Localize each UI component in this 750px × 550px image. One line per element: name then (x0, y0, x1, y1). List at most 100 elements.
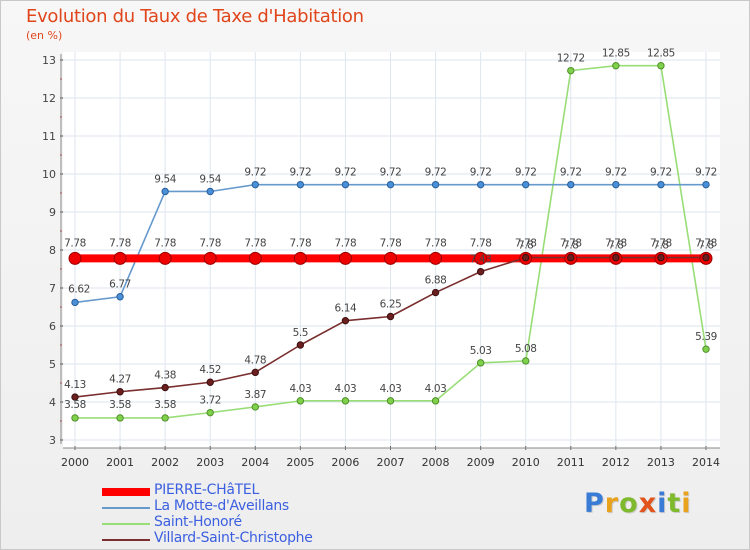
data-label: 9.72 (289, 167, 311, 179)
data-label: 7.78 (335, 237, 357, 249)
data-label: 9.72 (515, 167, 537, 179)
x-tick-label: 2006 (331, 456, 359, 469)
data-point-3 (116, 388, 124, 396)
data-label: 6.62 (68, 283, 90, 295)
y-tick-label: 11 (42, 130, 56, 143)
data-point-0 (474, 251, 488, 265)
data-label: 9.54 (199, 173, 221, 185)
data-label: 12.85 (602, 48, 630, 60)
data-label: 7.78 (199, 237, 221, 249)
data-label: 4.03 (380, 383, 402, 395)
data-point-0 (203, 251, 217, 265)
data-point-1 (116, 293, 124, 301)
data-point-1 (702, 180, 710, 189)
data-point-1 (431, 180, 440, 189)
legend-label: Saint-Honoré (154, 514, 242, 530)
data-point-2 (341, 397, 350, 405)
data-label: 7.8 (698, 240, 714, 252)
data-label: 4.03 (289, 383, 311, 395)
data-label: 9.72 (380, 167, 402, 179)
data-point-2 (116, 414, 124, 422)
data-point-2 (206, 408, 214, 417)
data-label: 7.78 (515, 237, 537, 249)
data-label: 6.77 (109, 279, 131, 291)
y-tick-label: 5 (49, 358, 56, 371)
data-label: 5.5 (293, 327, 309, 339)
data-label: 5.39 (695, 331, 717, 343)
data-point-3 (567, 253, 575, 262)
data-point-1 (476, 180, 485, 189)
data-label: 6.14 (335, 303, 357, 315)
legend-swatch (102, 488, 150, 496)
data-label: 9.72 (650, 167, 672, 179)
data-point-2 (386, 397, 395, 405)
data-point-3 (522, 253, 530, 262)
data-point-0 (68, 251, 82, 265)
legend-label: PIERRE-CHâTEL (154, 482, 259, 498)
y-tick-label: 10 (42, 168, 56, 181)
data-label: 3.72 (199, 395, 221, 407)
chart-title: Evolution du Taux de Taxe d'Habitation (26, 6, 364, 27)
data-point-2 (612, 61, 620, 70)
data-label: 7.78 (650, 237, 672, 249)
data-label: 9.72 (605, 167, 627, 179)
data-point-0 (113, 251, 127, 265)
data-label: 12.85 (647, 48, 675, 60)
proxiti-logo: Proxiti (584, 488, 692, 519)
data-point-2 (161, 414, 169, 422)
data-label: 9.72 (470, 167, 492, 179)
data-point-0 (384, 251, 397, 265)
data-point-1 (657, 180, 665, 189)
data-point-0 (248, 251, 262, 265)
x-tick-label: 2009 (467, 456, 495, 469)
data-point-3 (386, 312, 395, 321)
data-point-2 (702, 345, 710, 353)
data-point-0 (338, 251, 352, 265)
data-label: 7.8 (518, 240, 534, 252)
data-label: 4.13 (64, 379, 86, 391)
x-tick-label: 2011 (557, 456, 585, 469)
data-label: 9.72 (560, 167, 582, 179)
data-point-2 (71, 414, 79, 422)
data-point-2 (567, 66, 575, 75)
y-tick-label: 4 (49, 396, 56, 409)
x-tick-label: 2002 (151, 456, 179, 469)
legend-swatch (102, 539, 150, 541)
data-label: 7.78 (425, 237, 447, 249)
x-tick-label: 2013 (647, 456, 675, 469)
data-label: 7.8 (608, 240, 624, 252)
x-tick-label: 2000 (61, 456, 89, 469)
data-label: 9.72 (244, 167, 266, 179)
data-label: 6.25 (380, 299, 402, 311)
data-point-1 (386, 180, 395, 189)
data-point-1 (206, 187, 214, 196)
data-point-1 (161, 187, 169, 196)
data-label: 9.72 (695, 167, 717, 179)
data-point-2 (522, 357, 530, 365)
x-tick-label: 2008 (422, 456, 450, 469)
x-tick-label: 2003 (196, 456, 224, 469)
data-point-3 (431, 288, 440, 297)
data-point-3 (251, 368, 259, 377)
data-label: 3.58 (109, 399, 131, 411)
x-tick-label: 2004 (241, 456, 269, 469)
data-point-3 (476, 267, 485, 276)
x-tick-label: 2007 (377, 456, 405, 469)
data-label: 7.8 (563, 240, 579, 252)
y-tick-label: 3 (49, 434, 56, 447)
data-label: 7.78 (109, 237, 131, 249)
x-tick-label: 2005 (286, 456, 314, 469)
data-label: 4.52 (199, 364, 221, 376)
legend-label: Villard-Saint-Christophe (154, 530, 313, 546)
data-point-1 (251, 180, 259, 189)
data-label: 5.03 (470, 345, 492, 357)
data-label: 4.38 (154, 370, 176, 382)
data-label: 4.78 (244, 354, 266, 366)
legend-swatch (102, 523, 150, 525)
y-tick-label: 13 (42, 54, 56, 67)
data-label: 3.58 (64, 399, 86, 411)
legend-label: La Motte-d'Aveillans (154, 498, 289, 514)
data-label: 5.08 (515, 343, 537, 355)
data-label: 7.78 (470, 237, 492, 249)
data-label: 9.72 (425, 167, 447, 179)
